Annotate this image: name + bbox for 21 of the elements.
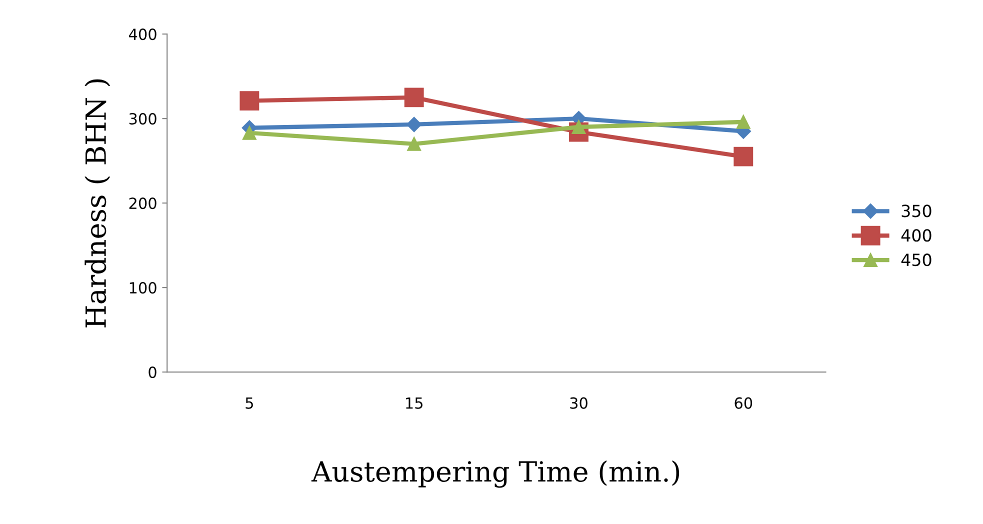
y-tick-label: 400 xyxy=(128,28,156,40)
legend-label: 450 xyxy=(901,254,932,266)
x-tick-label: 5 xyxy=(246,398,253,409)
point xyxy=(736,114,750,129)
point xyxy=(242,126,256,140)
point xyxy=(407,136,422,151)
x-tick-label: 60 xyxy=(734,397,752,409)
point xyxy=(406,116,422,132)
y-tick-label: 0 xyxy=(148,366,156,378)
point xyxy=(404,88,424,108)
y-axis-title: Hardness ( BHN ) xyxy=(84,79,110,328)
y-tick-label: 200 xyxy=(129,198,156,210)
x-axis-title: Austempering Time (min.) xyxy=(311,460,680,488)
legend-label: 400 xyxy=(901,229,932,242)
x-tick-label: 15 xyxy=(406,398,422,409)
point xyxy=(734,146,754,166)
y-tick-label: 100 xyxy=(130,282,156,294)
x-tick-label: 30 xyxy=(570,397,588,409)
y-tick-label: 300 xyxy=(129,113,156,125)
point xyxy=(240,91,260,111)
legend-label: 350 xyxy=(902,204,932,218)
